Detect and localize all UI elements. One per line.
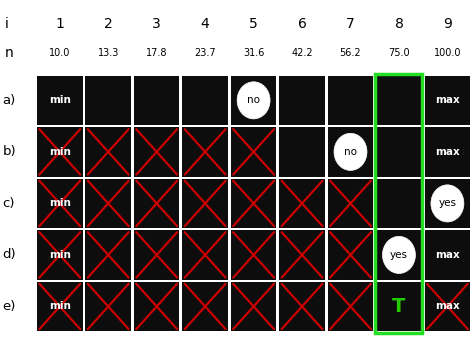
Bar xyxy=(37,179,82,228)
Bar xyxy=(134,127,180,177)
Text: d): d) xyxy=(2,248,16,261)
Bar xyxy=(375,74,422,333)
Bar xyxy=(231,76,276,125)
Bar xyxy=(376,282,422,331)
Bar xyxy=(85,282,131,331)
Bar xyxy=(85,76,131,125)
Text: b): b) xyxy=(2,145,16,158)
Text: 75.0: 75.0 xyxy=(388,47,410,58)
Bar xyxy=(85,230,131,280)
Bar xyxy=(231,282,276,331)
Text: max: max xyxy=(435,250,460,260)
Bar xyxy=(328,76,374,125)
Bar xyxy=(231,230,276,280)
Bar xyxy=(376,179,422,228)
Text: 13.3: 13.3 xyxy=(98,47,119,58)
Bar xyxy=(134,76,180,125)
Text: 4: 4 xyxy=(201,17,210,31)
Bar xyxy=(231,179,276,228)
Bar xyxy=(279,76,325,125)
Text: 2: 2 xyxy=(104,17,113,31)
Bar xyxy=(85,179,131,228)
Text: 3: 3 xyxy=(152,17,161,31)
Bar xyxy=(425,179,470,228)
Bar xyxy=(134,179,180,228)
Text: no: no xyxy=(344,147,357,157)
Text: yes: yes xyxy=(438,198,456,208)
Ellipse shape xyxy=(334,133,367,171)
Bar xyxy=(425,76,470,125)
Bar xyxy=(231,127,276,177)
Bar xyxy=(376,76,422,125)
Text: 8: 8 xyxy=(394,17,403,31)
Bar xyxy=(37,127,82,177)
Text: 10.0: 10.0 xyxy=(49,47,71,58)
Text: min: min xyxy=(49,301,71,312)
Text: 17.8: 17.8 xyxy=(146,47,167,58)
Bar xyxy=(279,230,325,280)
Ellipse shape xyxy=(431,185,464,222)
Bar xyxy=(37,76,82,125)
Bar xyxy=(328,230,374,280)
Bar xyxy=(134,282,180,331)
Text: 7: 7 xyxy=(346,17,355,31)
Bar xyxy=(37,230,82,280)
Bar xyxy=(182,282,228,331)
Text: 9: 9 xyxy=(443,17,452,31)
Text: min: min xyxy=(49,250,71,260)
Bar xyxy=(182,76,228,125)
Ellipse shape xyxy=(383,236,415,274)
Text: 56.2: 56.2 xyxy=(340,47,361,58)
Bar xyxy=(134,230,180,280)
Bar xyxy=(279,179,325,228)
Bar xyxy=(85,127,131,177)
Bar xyxy=(279,282,325,331)
Text: max: max xyxy=(435,301,460,312)
Bar xyxy=(279,127,325,177)
Text: 23.7: 23.7 xyxy=(194,47,216,58)
Bar xyxy=(328,179,374,228)
Text: min: min xyxy=(49,95,71,105)
Bar xyxy=(376,127,422,177)
Bar xyxy=(182,127,228,177)
Bar xyxy=(182,179,228,228)
Text: max: max xyxy=(435,95,460,105)
Text: i: i xyxy=(5,17,9,31)
Text: 5: 5 xyxy=(249,17,258,31)
Bar xyxy=(425,282,470,331)
Text: n: n xyxy=(5,45,13,60)
Text: 31.6: 31.6 xyxy=(243,47,264,58)
Bar xyxy=(425,230,470,280)
Text: 6: 6 xyxy=(298,17,307,31)
Text: 42.2: 42.2 xyxy=(291,47,313,58)
Bar xyxy=(37,282,82,331)
Bar xyxy=(182,230,228,280)
Text: min: min xyxy=(49,147,71,157)
Text: 100.0: 100.0 xyxy=(434,47,461,58)
Text: e): e) xyxy=(2,300,16,313)
Text: a): a) xyxy=(2,94,16,107)
Bar xyxy=(425,127,470,177)
Text: min: min xyxy=(49,198,71,208)
Text: c): c) xyxy=(2,197,15,210)
Text: max: max xyxy=(435,147,460,157)
Text: T: T xyxy=(392,297,406,316)
Text: no: no xyxy=(247,95,260,105)
Bar xyxy=(328,282,374,331)
Bar xyxy=(328,127,374,177)
Bar xyxy=(376,230,422,280)
Ellipse shape xyxy=(237,82,270,119)
Text: yes: yes xyxy=(390,250,408,260)
Text: 1: 1 xyxy=(55,17,64,31)
